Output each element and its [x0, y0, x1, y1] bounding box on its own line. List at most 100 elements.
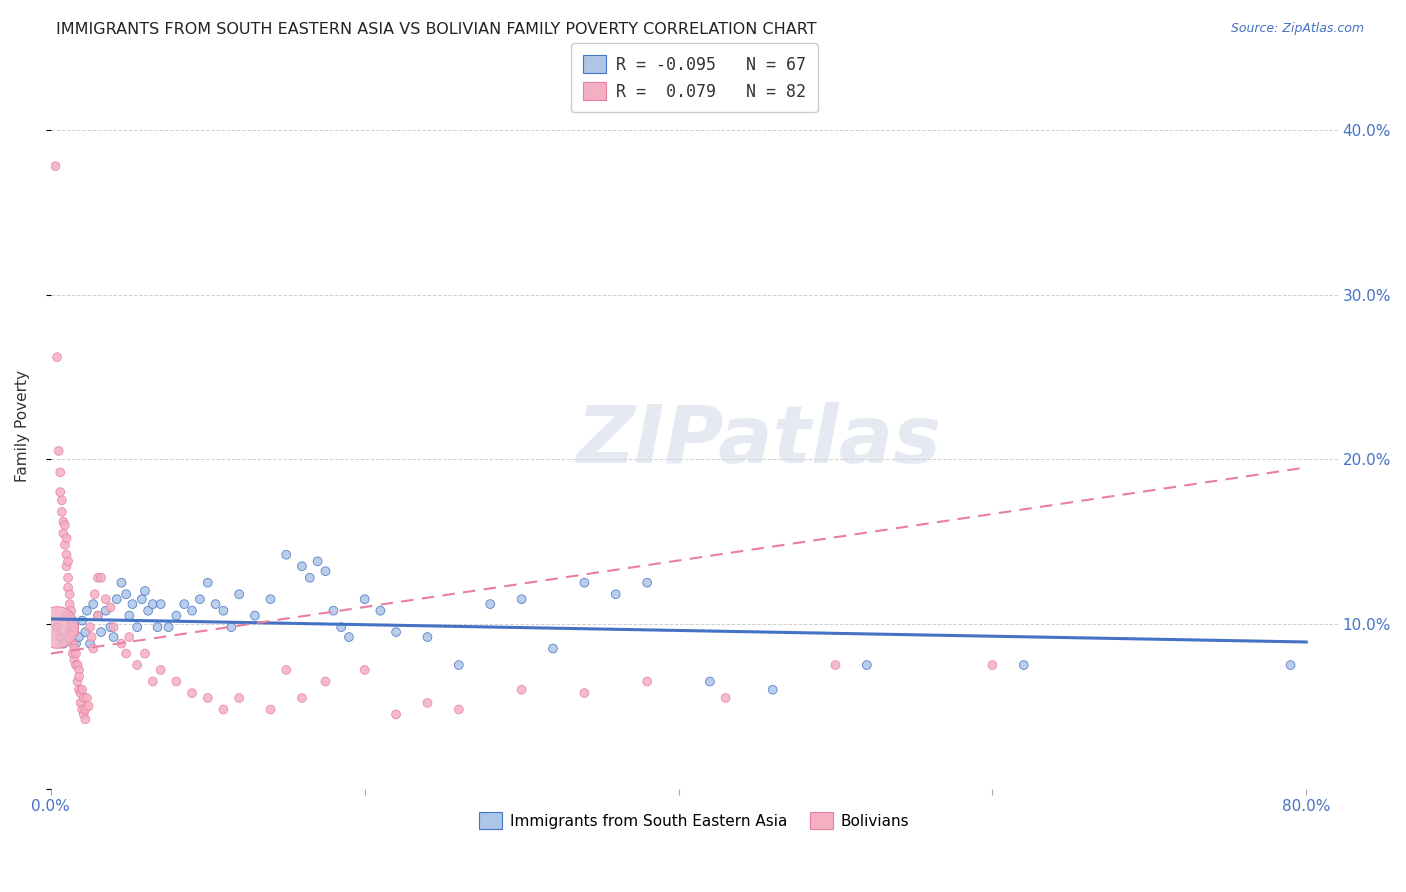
Point [416, 696, 439, 710]
Point [131, 592, 153, 607]
Point [298, 571, 321, 585]
Point [314, 564, 336, 578]
Point [66, 674, 89, 689]
Point [1012, 658, 1035, 673]
Point [100, 620, 122, 634]
Point [115, 647, 138, 661]
Point [76, 690, 98, 705]
Point [90, 571, 112, 585]
Point [173, 597, 195, 611]
Text: Source: ZipAtlas.com: Source: ZipAtlas.com [1230, 22, 1364, 36]
Point [228, 587, 250, 601]
Point [212, 604, 235, 618]
Point [75, 625, 97, 640]
Point [87, 571, 110, 585]
Point [856, 658, 879, 673]
Point [330, 620, 353, 634]
Point [52, 526, 75, 541]
Point [353, 592, 375, 607]
Point [59, 587, 82, 601]
Point [45, 159, 67, 173]
Point [87, 608, 110, 623]
Point [103, 630, 125, 644]
Point [56, 581, 79, 595]
Point [385, 625, 408, 640]
Point [70, 682, 93, 697]
Point [82, 597, 104, 611]
Point [65, 658, 87, 673]
Point [314, 674, 336, 689]
Point [118, 630, 141, 644]
Point [385, 707, 408, 722]
Point [51, 505, 73, 519]
Point [60, 604, 83, 618]
Point [824, 658, 846, 673]
Point [76, 604, 98, 618]
Point [49, 485, 72, 500]
Point [46, 620, 69, 634]
Point [146, 620, 169, 634]
Point [134, 647, 156, 661]
Point [110, 575, 132, 590]
Point [56, 554, 79, 568]
Point [79, 637, 101, 651]
Point [67, 663, 90, 677]
Point [90, 625, 112, 640]
Point [197, 690, 219, 705]
Point [337, 630, 360, 644]
Point [574, 575, 596, 590]
Point [197, 575, 219, 590]
Point [62, 625, 84, 640]
Point [63, 641, 86, 656]
Point [605, 587, 627, 601]
Point [353, 663, 375, 677]
Point [59, 625, 82, 640]
Point [80, 630, 103, 644]
Point [127, 620, 149, 634]
Point [165, 674, 187, 689]
Point [73, 707, 96, 722]
Point [62, 647, 84, 661]
Point [51, 493, 73, 508]
Point [115, 587, 138, 601]
Point [46, 350, 69, 364]
Point [94, 604, 117, 618]
Point [121, 597, 143, 611]
Point [188, 592, 211, 607]
Point [142, 597, 165, 611]
Point [276, 548, 298, 562]
Point [118, 608, 141, 623]
Point [204, 597, 226, 611]
Point [53, 518, 76, 533]
Text: ZIPatlas: ZIPatlas [576, 401, 941, 480]
Point [157, 620, 180, 634]
Point [165, 608, 187, 623]
Point [447, 658, 470, 673]
Point [70, 702, 93, 716]
Point [49, 466, 72, 480]
Point [83, 587, 105, 601]
Point [60, 630, 83, 644]
Point [69, 686, 91, 700]
Point [307, 554, 329, 568]
Point [416, 630, 439, 644]
Point [291, 690, 314, 705]
Point [541, 641, 564, 656]
Point [105, 592, 128, 607]
Point [49, 630, 72, 644]
Point [66, 658, 89, 673]
Point [181, 686, 204, 700]
Point [370, 604, 392, 618]
Point [636, 575, 658, 590]
Point [149, 597, 172, 611]
Point [212, 702, 235, 716]
Point [77, 699, 100, 714]
Point [636, 674, 658, 689]
Point [52, 515, 75, 529]
Point [55, 548, 77, 562]
Point [1279, 658, 1302, 673]
Point [60, 620, 83, 634]
Point [79, 620, 101, 634]
Point [62, 637, 84, 651]
Point [52, 637, 75, 651]
